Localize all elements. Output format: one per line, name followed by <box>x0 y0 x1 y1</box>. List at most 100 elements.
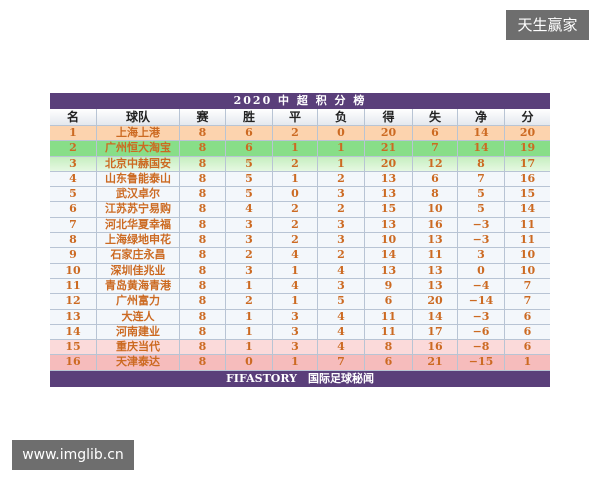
table-cell: 8 <box>180 248 226 263</box>
table-cell: 7 <box>50 217 97 233</box>
table-cell: 4 <box>318 263 365 278</box>
table-cell: 1 <box>318 156 365 171</box>
team-name: 重庆当代 <box>97 340 180 355</box>
table-cell: 19 <box>519 141 536 155</box>
column-header: 负 <box>318 109 365 125</box>
table-cell: 12 <box>50 294 97 309</box>
column-header: 失 <box>413 109 458 125</box>
team-name: 大连人 <box>97 309 180 324</box>
table-cell: 14 <box>50 324 97 340</box>
table-cell: 13 <box>413 233 458 248</box>
table-cell: 5 <box>50 187 97 202</box>
table-cell: 9 <box>365 278 413 294</box>
table-cell: 1 <box>273 355 318 370</box>
table-cell: 8 <box>180 294 226 309</box>
table-cell: 8 <box>180 171 226 187</box>
table-cell: 8 <box>180 126 226 141</box>
table-cell: 13 <box>413 263 458 278</box>
table-cell: 4 <box>318 309 365 324</box>
table-cell: 6 <box>523 309 532 323</box>
table-cell: 1 <box>273 171 318 187</box>
table-cell: 2 <box>318 248 365 263</box>
table-cell: 14 <box>458 126 505 141</box>
table-cell: 0 <box>318 126 365 141</box>
table-cell: 0 <box>273 187 318 202</box>
table-cell: 1 <box>226 278 273 294</box>
table-cell: 6 <box>523 340 532 354</box>
team-name: 广州富力 <box>97 294 180 309</box>
table-cell: 2 <box>226 248 273 263</box>
table-cell: 20 <box>519 126 536 139</box>
table-row: 8 上海绿地申花 8 3 2 3 10 13 −3 11 <box>50 233 550 249</box>
team-name: 北京中赫国安 <box>97 156 180 171</box>
table-cell: 8 <box>180 156 226 171</box>
table-cell: 17 <box>519 156 536 170</box>
table-cell: 15 <box>519 187 536 201</box>
table-cell: 3 <box>273 324 318 340</box>
table-cell: 3 <box>226 217 273 233</box>
team-name: 武汉卓尔 <box>97 187 180 202</box>
table-cell: 4 <box>318 324 365 340</box>
table-cell: 10 <box>50 263 97 278</box>
column-header: 分 <box>521 110 534 124</box>
table-row: 13 大连人 8 1 3 4 11 14 −3 6 <box>50 309 550 325</box>
table-cell: 3 <box>458 248 505 263</box>
table-cell: 6 <box>523 324 532 338</box>
team-name: 山东鲁能泰山 <box>97 171 180 187</box>
table-cell: 12 <box>413 156 458 171</box>
team-name: 上海绿地申花 <box>97 233 180 248</box>
table-cell: 6 <box>365 355 413 370</box>
table-cell: 1 <box>50 126 97 141</box>
table-cell: 10 <box>413 202 458 217</box>
table-cell: 1 <box>318 141 365 156</box>
table-cell: 2 <box>226 294 273 309</box>
table-cell: 1 <box>273 263 318 278</box>
table-cell: 3 <box>273 340 318 355</box>
table-cell: 2 <box>273 126 318 141</box>
table-cell: 13 <box>50 309 97 324</box>
table-cell: 3 <box>273 309 318 324</box>
standings-table: 2020 中 超 积 分 榜 名球队赛胜平负得失净分 1 上海上港 8 6 2 0 20 6 1… <box>50 93 550 387</box>
table-cell: 11 <box>519 233 536 247</box>
table-cell: 8 <box>458 156 505 171</box>
table-cell: 0 <box>226 355 273 370</box>
table-cell: 1 <box>523 355 532 369</box>
column-header: 球队 <box>97 109 180 125</box>
table-cell: 0 <box>458 263 505 278</box>
table-cell: −3 <box>458 217 505 233</box>
table-row: 5 武汉卓尔 8 5 0 3 13 8 5 15 <box>50 187 550 203</box>
table-cell: 16 <box>413 217 458 233</box>
table-cell: 6 <box>226 126 273 141</box>
table-cell: 21 <box>365 141 413 156</box>
watermark-bottom: www.imglib.cn <box>12 440 134 470</box>
table-cell: 7 <box>413 141 458 156</box>
table-cell: 7 <box>523 294 532 308</box>
table-cell: 11 <box>413 248 458 263</box>
table-cell: 10 <box>519 248 536 262</box>
table-cell: 3 <box>226 233 273 248</box>
table-cell: 5 <box>458 187 505 202</box>
table-cell: 16 <box>519 171 536 185</box>
table-cell: 14 <box>413 309 458 324</box>
table-cell: −3 <box>458 309 505 324</box>
table-row: 2 广州恒大淘宝 8 6 1 1 21 7 14 19 <box>50 141 550 157</box>
table-cell: 3 <box>226 263 273 278</box>
table-cell: 7 <box>523 278 532 292</box>
table-cell: 21 <box>413 355 458 370</box>
table-row: 9 石家庄永昌 8 2 4 2 14 11 3 10 <box>50 248 550 264</box>
table-cell: 8 <box>180 355 226 370</box>
table-cell: −15 <box>458 355 505 370</box>
table-cell: 10 <box>365 233 413 248</box>
table-cell: 10 <box>519 263 536 277</box>
table-cell: 4 <box>226 202 273 217</box>
column-header: 净 <box>458 109 505 125</box>
table-footer: FIFASTORY 国际足球秘闻 <box>50 370 550 387</box>
table-cell: 5 <box>226 187 273 202</box>
column-header: 得 <box>365 109 413 125</box>
table-cell: 1 <box>226 309 273 324</box>
table-cell: 2 <box>273 156 318 171</box>
table-cell: 8 <box>180 324 226 340</box>
table-cell: 5 <box>318 294 365 309</box>
table-cell: 11 <box>365 324 413 340</box>
team-name: 青岛黄海青港 <box>97 278 180 294</box>
